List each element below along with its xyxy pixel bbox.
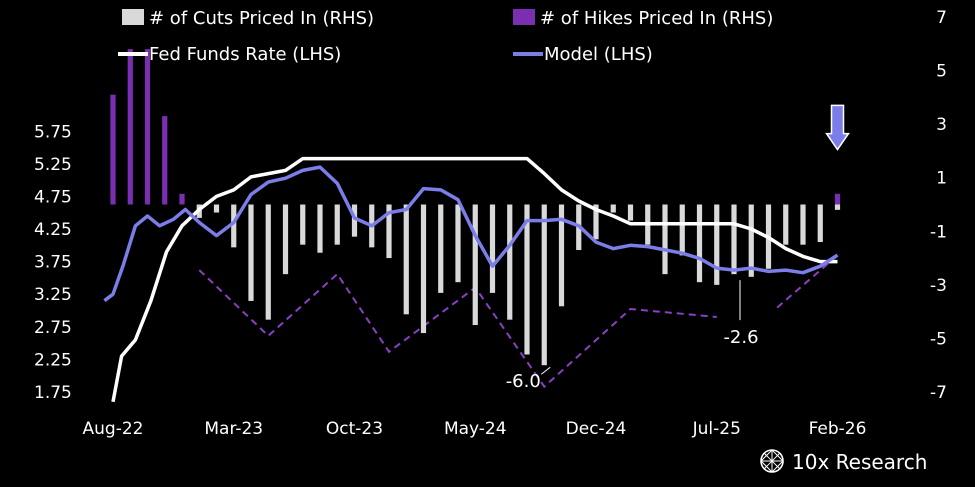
cut-bar [800, 204, 806, 245]
y-left-tick-label: 5.75 [34, 122, 72, 142]
y-left-tick-label: 2.25 [34, 350, 72, 370]
cut-bar [386, 204, 392, 259]
cut-bar [748, 204, 754, 277]
cut-bar [317, 204, 323, 253]
y-right-tick-label: 7 [936, 8, 947, 28]
y-left-tick-label: 2.75 [34, 318, 72, 338]
hike-bar [144, 49, 151, 205]
y-right-tick-label: -5 [930, 329, 947, 349]
y-right-tick-label: -7 [930, 383, 947, 403]
hike-bar [110, 94, 116, 205]
x-axis: Aug-22 Mar-23 Oct-23 May-24 Dec-24 Jul-25 Feb-… [83, 419, 867, 439]
x-tick-label: Aug-22 [83, 419, 144, 439]
cut-bar [231, 204, 237, 248]
model-line [103, 165, 839, 303]
cut-bar [558, 204, 565, 307]
legend-item-cuts: # of Cuts Priced In (RHS) [122, 8, 374, 29]
cut-bar [541, 204, 547, 366]
y-left-tick-label: 3.25 [34, 285, 72, 305]
cut-bar [731, 204, 737, 275]
cut-bar [403, 204, 409, 315]
cut-bar [489, 204, 496, 293]
cut-bar [248, 204, 254, 301]
cut-bar [662, 204, 668, 275]
brand-name: 10x Research [792, 450, 927, 474]
network-globe-icon [760, 449, 784, 473]
y-right-tick-label: -1 [930, 222, 947, 242]
down-arrow-icon [825, 104, 850, 151]
cut-bar [351, 204, 358, 237]
y-left-tick-label: 4.25 [34, 220, 72, 240]
cut-bar [627, 204, 634, 221]
cut-bar [507, 204, 513, 320]
y-right-tick-label: 3 [936, 115, 947, 135]
annotation-leader [540, 366, 551, 375]
legend-item-model: Model (LHS) [513, 44, 653, 65]
y-left-tick-label: 1.75 [34, 383, 72, 403]
legend-label-fed: Fed Funds Rate (LHS) [149, 44, 341, 65]
cut-bar [282, 204, 289, 275]
cut-bar [524, 204, 530, 355]
x-tick-label: Jul-25 [692, 419, 741, 439]
hike-bar [179, 193, 185, 205]
cut-bar [472, 204, 478, 326]
y-left-tick-label: 4.75 [34, 187, 72, 207]
brand: 10x Research [760, 449, 927, 474]
cut-bar [593, 204, 599, 240]
cut-bar [783, 204, 789, 245]
legend-item-fed: Fed Funds Rate (LHS) [118, 44, 341, 65]
legend-label-hikes: # of Hikes Priced In (RHS) [540, 8, 773, 29]
cut-bar [334, 204, 340, 245]
dashed-trend-line [198, 269, 717, 389]
annotation-label: -6.0 [506, 371, 541, 392]
legend-label-model: Model (LHS) [544, 44, 653, 65]
cut-bar [834, 204, 841, 210]
hike-bar [162, 116, 168, 205]
y-right-tick-label: 1 [936, 169, 947, 189]
cut-bar [455, 204, 461, 283]
cut-bar [438, 204, 444, 293]
cut-bar [300, 204, 306, 245]
legend-item-hikes: # of Hikes Priced In (RHS) [513, 8, 773, 29]
y-right-tick-label: 5 [936, 62, 947, 82]
hike-bar [127, 49, 133, 205]
x-tick-label: May-24 [444, 419, 507, 439]
annotation-label: -2.6 [723, 327, 758, 348]
x-tick-label: Dec-24 [566, 419, 627, 439]
y-axis-left: 5.75 5.25 4.75 4.25 3.75 3.25 2.75 2.25 1.75 [34, 122, 72, 403]
x-tick-label: Mar-23 [204, 419, 263, 439]
cut-bar [696, 204, 703, 283]
annotations: -6.0 -2.6 [506, 280, 759, 392]
hike-bar [834, 193, 841, 205]
legend: # of Cuts Priced In (RHS) # of Hikes Pri… [118, 8, 773, 65]
cut-bar [817, 204, 823, 242]
cut-bar [265, 204, 271, 320]
x-tick-label: Feb-26 [809, 419, 867, 439]
y-left-tick-label: 5.25 [34, 155, 72, 175]
cut-bar [420, 204, 427, 334]
series-lines [103, 156, 839, 403]
y-right-tick-label: -3 [930, 276, 947, 296]
x-tick-label: Oct-23 [326, 419, 383, 439]
cut-bar [610, 204, 616, 213]
dashed-trend-line [776, 254, 839, 309]
down-arrow-shape [825, 104, 850, 151]
dashed-lines [198, 254, 839, 389]
legend-swatch-cuts [122, 9, 144, 25]
legend-swatch-hikes [513, 9, 535, 25]
cut-bar [679, 204, 685, 256]
cut-bar [714, 204, 720, 285]
y-left-tick-label: 3.75 [34, 253, 72, 273]
y-axis-right: 7 5 3 1 -1 -3 -5 -7 [930, 8, 947, 403]
legend-label-cuts: # of Cuts Priced In (RHS) [149, 8, 374, 29]
cut-bar [213, 204, 220, 213]
fed-funds-line [111, 156, 838, 403]
